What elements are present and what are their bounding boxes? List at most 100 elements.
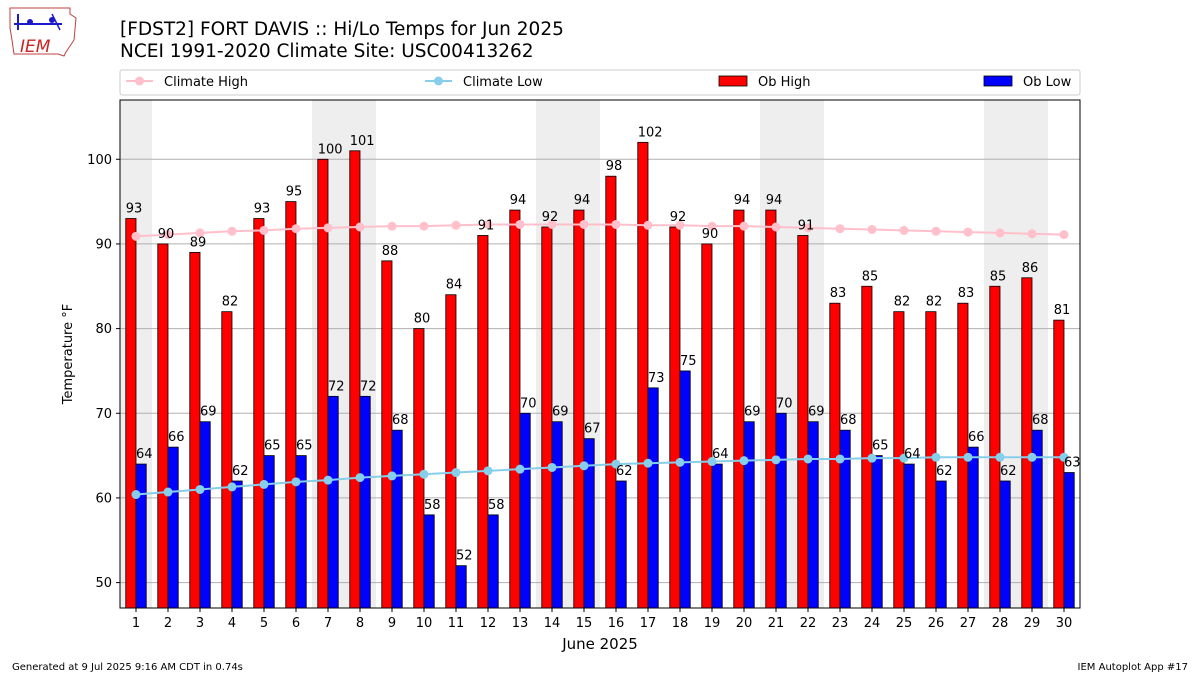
x-tick-label: 2 — [164, 616, 172, 631]
ob-high-value-label: 94 — [510, 193, 527, 208]
ob-low-bar — [935, 480, 947, 609]
ob-high-bar — [509, 209, 521, 609]
ob-low-value-label: 62 — [616, 464, 633, 479]
ob-low-bar — [391, 429, 403, 609]
climate-high-point — [867, 225, 877, 235]
ob-low-value-label: 69 — [808, 405, 825, 420]
x-tick-label: 26 — [928, 616, 945, 631]
ob-low-bar — [999, 480, 1011, 609]
climate-high-point — [451, 220, 461, 230]
climate-low-point — [1059, 452, 1069, 462]
ob-high-value-label: 85 — [862, 269, 879, 284]
ob-low-bar — [903, 463, 915, 609]
ob-low-value-label: 72 — [328, 379, 345, 394]
x-tick-label: 15 — [576, 616, 593, 631]
ob-low-bar — [967, 446, 979, 609]
ob-high-value-label: 88 — [382, 244, 399, 259]
x-tick-label: 9 — [388, 616, 396, 631]
ob-high-bar — [573, 209, 585, 609]
x-tick-label: 20 — [736, 616, 753, 631]
ob-high-bar — [189, 251, 201, 609]
ob-low-value-label: 62 — [1000, 464, 1017, 479]
climate-high-point — [227, 226, 237, 236]
iem-logo: IEM — [9, 7, 77, 57]
climate-low-point — [739, 456, 749, 466]
ob-high-bar — [413, 328, 425, 609]
ob-low-value-label: 68 — [840, 413, 857, 428]
ob-high-bar — [285, 201, 297, 609]
climate-high-point — [419, 221, 429, 231]
x-tick-label: 25 — [896, 616, 913, 631]
ob-low-bar — [199, 421, 211, 609]
climate-high-point — [803, 223, 813, 233]
climate-low-point — [675, 457, 685, 467]
ob-low-bar — [519, 412, 531, 609]
y-tick-label: 80 — [95, 322, 112, 337]
climate-high-point — [739, 221, 749, 231]
climate-low-point — [323, 475, 333, 485]
ob-high-value-label: 94 — [734, 193, 751, 208]
x-tick-label: 3 — [196, 616, 204, 631]
ob-high-value-label: 101 — [350, 134, 375, 149]
climate-high-point — [515, 219, 525, 229]
climate-low-point — [483, 466, 493, 476]
ob-low-bar — [743, 421, 755, 609]
ob-low-bar — [1063, 472, 1075, 609]
ob-high-bar — [125, 218, 137, 609]
ob-low-value-label: 69 — [552, 405, 569, 420]
ob-high-value-label: 86 — [1022, 261, 1039, 276]
y-tick-label: 70 — [95, 407, 112, 422]
ob-low-value-label: 58 — [488, 498, 505, 513]
ob-high-value-label: 93 — [126, 202, 143, 217]
ob-low-value-label: 65 — [264, 439, 281, 454]
ob-high-value-label: 93 — [254, 202, 271, 217]
climate-low-point — [227, 482, 237, 492]
ob-high-value-label: 89 — [190, 235, 207, 250]
ob-low-value-label: 62 — [936, 464, 953, 479]
climate-low-point — [963, 452, 973, 462]
ob-low-bar — [871, 455, 883, 609]
ob-high-bar — [669, 226, 681, 609]
x-tick-label: 29 — [1024, 616, 1041, 631]
ob-high-value-label: 98 — [606, 159, 623, 174]
ob-high-value-label: 83 — [958, 286, 975, 301]
ob-high-bar — [701, 243, 713, 609]
ob-high-bar — [541, 226, 553, 609]
climate-low-point — [995, 452, 1005, 462]
climate-high-point — [771, 222, 781, 232]
x-tick-label: 27 — [960, 616, 977, 631]
ob-low-value-label: 65 — [872, 439, 889, 454]
ob-high-value-label: 84 — [446, 278, 463, 293]
x-tick-label: 22 — [800, 616, 817, 631]
climate-low-point — [899, 453, 909, 463]
climate-high-point — [1027, 229, 1037, 239]
climate-high-point — [355, 222, 365, 232]
climate-high-point — [931, 226, 941, 236]
x-tick-label: 24 — [864, 616, 881, 631]
ob-high-bar — [477, 235, 489, 609]
ob-high-value-label: 81 — [1054, 303, 1071, 318]
x-axis-label: June 2025 — [561, 635, 638, 653]
y-axis: 50 60 70 80 90 100 — [87, 153, 120, 591]
ob-low-bar — [551, 421, 563, 609]
y-tick-label: 100 — [87, 153, 112, 168]
ob-low-value-label: 67 — [584, 422, 601, 437]
climate-low-point — [707, 457, 717, 467]
legend-climate-low: Climate Low — [425, 75, 543, 90]
ob-high-value-label: 82 — [894, 295, 911, 310]
x-tick-label: 10 — [416, 616, 433, 631]
x-tick-label: 23 — [832, 616, 849, 631]
climate-high-point — [483, 219, 493, 229]
ob-low-value-label: 52 — [456, 549, 473, 564]
x-axis: 1 2 3 4 5 6 7 8 9 10 11 12 13 14 15 16 17 18 19 20 21 22 23 24 2… — [132, 608, 1072, 631]
climate-high-point — [291, 224, 301, 234]
ob-high-value-labels: 93 90 89 82 93 95 100 101 88 80 84 91 94 92 94 98 102 92 9… — [126, 125, 1071, 326]
climate-low-point — [1027, 452, 1037, 462]
y-tick-label: 90 — [95, 237, 112, 252]
climate-low-point — [131, 490, 141, 500]
gridlines — [120, 158, 1080, 584]
ob-high-bar — [445, 294, 457, 609]
x-tick-label: 11 — [448, 616, 465, 631]
ob-high-bar — [349, 150, 361, 609]
climate-low-point — [195, 484, 205, 494]
